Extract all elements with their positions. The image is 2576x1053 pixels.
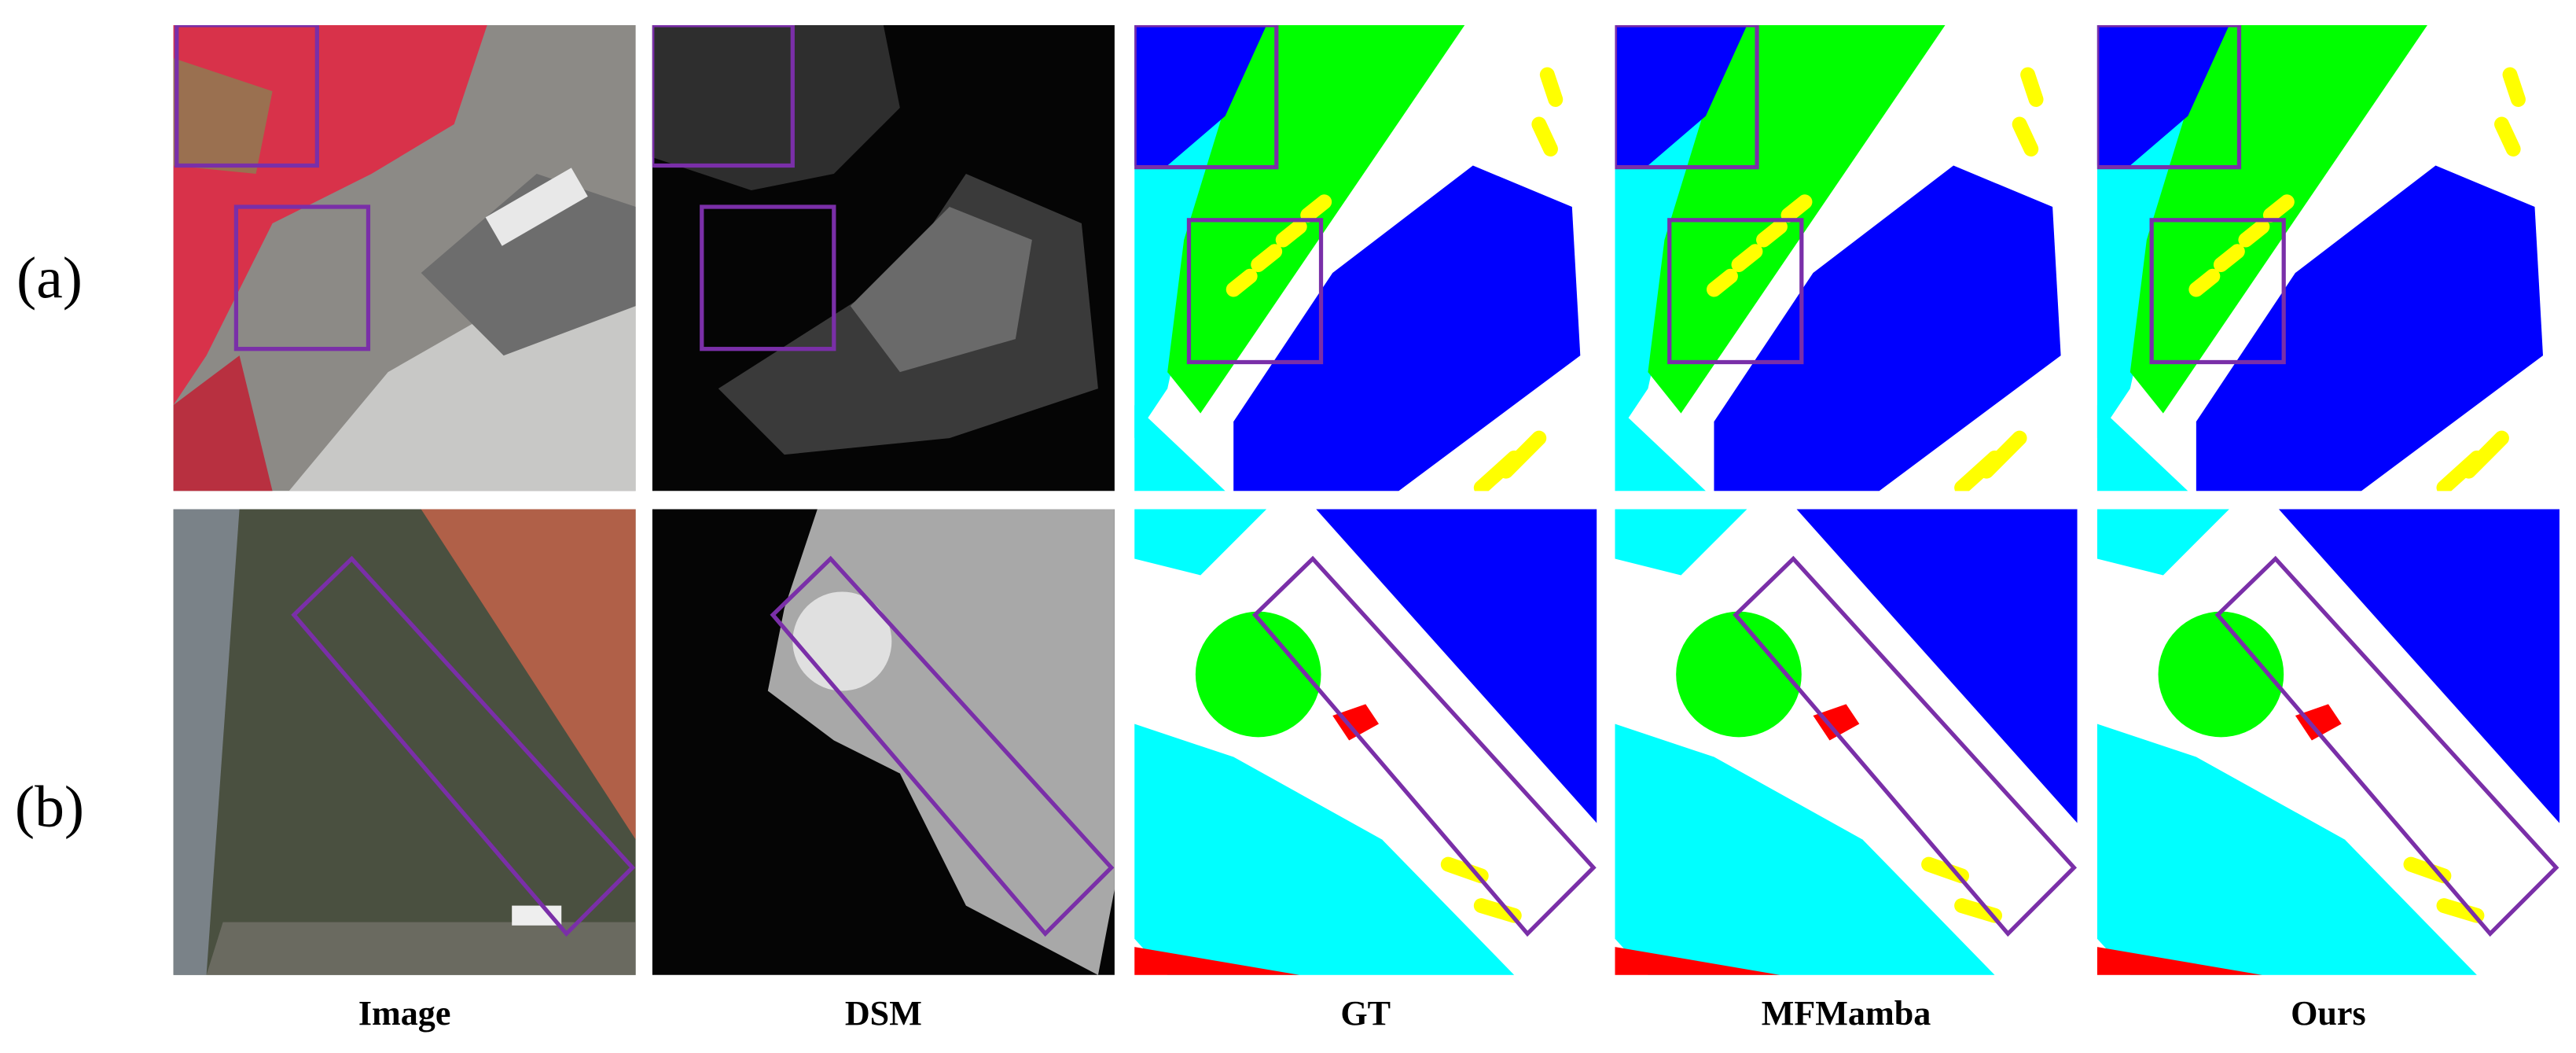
column-caption: GT	[1340, 994, 1391, 1033]
segmentation-panel	[1134, 24, 1597, 492]
column-caption: Ours	[2291, 994, 2366, 1033]
column-caption: Image	[358, 994, 451, 1033]
segmentation-panel	[1615, 25, 2077, 491]
row-label: (a)	[17, 246, 83, 311]
dsm-panel	[652, 509, 1115, 975]
row-label: (b)	[15, 775, 84, 840]
highlight-box	[175, 24, 319, 168]
cars	[1226, 67, 1564, 492]
highlight-box	[1134, 24, 1279, 170]
image-panel	[173, 24, 636, 492]
image-panel	[173, 509, 636, 975]
highlight-box	[291, 555, 636, 937]
highlight-box	[652, 24, 795, 168]
highlight-box	[770, 555, 1115, 937]
column-caption: DSM	[845, 994, 922, 1033]
dsm-panel	[652, 24, 1115, 492]
segmentation-panel	[2097, 509, 2559, 974]
segmentation-panel	[1615, 509, 2077, 974]
segmentation-panel	[1134, 509, 1597, 975]
column-caption: MFMamba	[1762, 994, 1931, 1033]
segmentation-panel	[2097, 25, 2559, 491]
highlight-box	[700, 204, 836, 352]
highlight-box	[1186, 218, 1324, 365]
highlight-box	[1251, 555, 1597, 937]
highlight-box	[233, 204, 371, 352]
